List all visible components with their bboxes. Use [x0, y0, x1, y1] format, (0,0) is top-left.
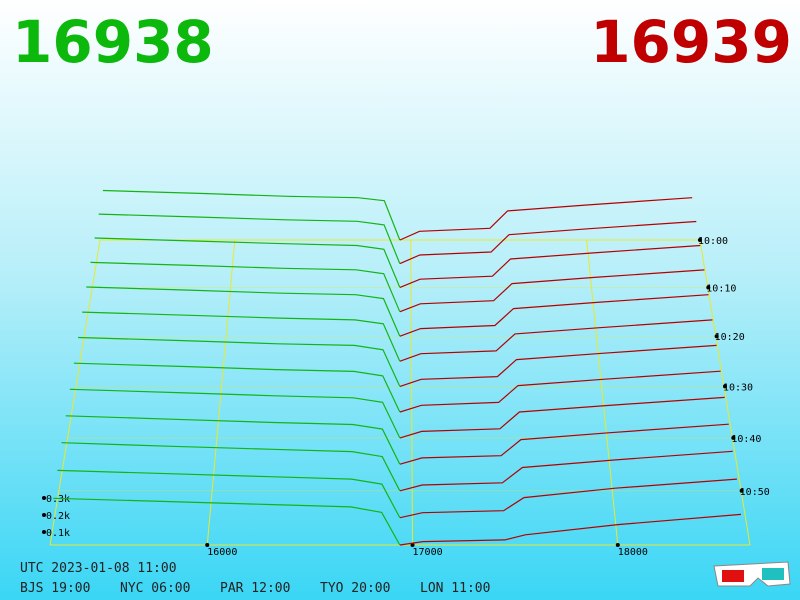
zone-time: NYC 06:00 [120, 581, 190, 596]
ask-depth-line [399, 344, 717, 387]
floor-edge [699, 239, 751, 546]
zones: BJS 19:00 NYC 06:00 PAR 12:00 TYO 20:00 LON … [20, 581, 490, 596]
zone-time: BJS 19:00 [20, 581, 90, 596]
ask-depth-line [399, 478, 737, 519]
tick-mark [205, 543, 210, 547]
tick-mark [42, 530, 46, 534]
bid-depth-line [69, 388, 401, 439]
tick-mark [615, 543, 620, 547]
bid-depth-line [94, 237, 401, 288]
tick-mark [42, 513, 46, 517]
x-tick-label: 16000 [207, 547, 237, 558]
ask-depth-line [399, 396, 725, 439]
glasses-icon[interactable] [713, 561, 791, 587]
tick-mark [722, 384, 727, 389]
y-tick-label: 0.1k [46, 528, 70, 539]
bid-depth-line [82, 311, 401, 362]
grid-line [410, 239, 414, 546]
time-tick-label: 10:50 [740, 487, 770, 498]
x-tick-label: 18000 [618, 547, 648, 558]
zone-time: LON 11:00 [420, 581, 490, 596]
grid-line [586, 239, 619, 546]
ask-depth-line [399, 220, 697, 265]
time-tick-label: 10:00 [698, 236, 728, 247]
tick-mark [697, 238, 702, 242]
bid-depth-line [102, 189, 401, 241]
bid-depth-line [90, 261, 401, 312]
time-tick-label: 10:10 [706, 283, 736, 294]
time-tick-label: 10:20 [715, 332, 745, 343]
plot: 16000 17000 18000 10:00 10:10 10:20 10:30 10:40… [42, 189, 770, 558]
ask-depth-line [399, 269, 705, 313]
bid-depth-line [86, 286, 401, 337]
ask-depth-line [399, 423, 729, 465]
ask-depth-line [399, 294, 709, 337]
cyan-lens [762, 568, 784, 580]
ask-depth-line [399, 513, 742, 546]
time-tick-label: 10:40 [731, 434, 761, 445]
bid-depth-line [57, 469, 401, 518]
best-ask: 16939 [590, 8, 792, 76]
time-tick-label: 10:30 [723, 382, 753, 393]
utc-time: UTC 2023-01-08 11:00 [20, 561, 177, 576]
grid-line [206, 239, 236, 546]
tick-mark [410, 543, 415, 547]
ask-depth-line [399, 370, 721, 413]
best-bid: 16938 [12, 8, 214, 76]
tick-mark [714, 334, 719, 339]
x-tick-label: 17000 [413, 547, 443, 558]
ask-depth-line [399, 244, 701, 288]
bid-depth-line [73, 362, 401, 413]
tick-mark [42, 496, 46, 500]
bid-depth-line [61, 442, 401, 492]
bid-depth-line [65, 415, 401, 465]
tick-mark [739, 488, 744, 493]
bid-depth-line [53, 497, 401, 546]
ask-depth-line [399, 319, 713, 362]
bid-depth-line [98, 213, 401, 264]
ask-depth-line [399, 197, 693, 241]
red-lens [722, 570, 744, 582]
zone-time: PAR 12:00 [220, 581, 290, 596]
tick-mark [706, 285, 711, 290]
ask-depth-line [399, 450, 733, 492]
y-tick-label: 0.2k [46, 511, 70, 522]
floor-edge [49, 239, 101, 546]
tick-mark [731, 435, 736, 440]
y-tick-label: 0.3k [46, 494, 70, 505]
zone-time: TYO 20:00 [320, 581, 390, 596]
bid-depth-line [78, 336, 401, 387]
